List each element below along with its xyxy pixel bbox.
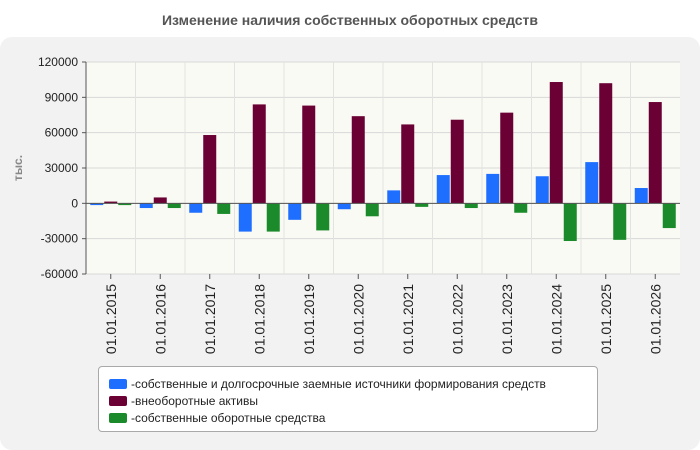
x-tick-label: 01.01.2018 xyxy=(251,284,267,354)
bar-2 xyxy=(648,102,662,204)
bar-3 xyxy=(613,203,627,240)
x-tick-label: 01.01.2025 xyxy=(598,284,614,354)
bar-3 xyxy=(514,203,528,213)
bar-1 xyxy=(337,203,351,210)
bar-2 xyxy=(203,135,217,204)
bar-2 xyxy=(153,197,167,204)
y-tick-label: -60000 xyxy=(41,267,79,281)
bar-1 xyxy=(387,190,401,204)
bar-1 xyxy=(90,203,104,206)
legend-item-working-capital: - собственные оборотные средства xyxy=(109,409,587,426)
bar-2 xyxy=(599,83,613,204)
legend-swatch-sources xyxy=(109,378,127,389)
bar-3 xyxy=(464,203,478,209)
x-tick-label: 01.01.2026 xyxy=(647,284,663,354)
bar-3 xyxy=(217,203,231,214)
bar-3 xyxy=(365,203,379,217)
y-axis-label: тыс. xyxy=(11,155,25,181)
x-tick-label: 01.01.2024 xyxy=(548,284,564,354)
bar-2 xyxy=(351,116,365,204)
x-tick-label: 01.01.2021 xyxy=(400,284,416,354)
bar-1 xyxy=(634,188,648,204)
legend-label-sources: собственные и долгосрочные заемные источ… xyxy=(135,376,546,391)
bar-2 xyxy=(104,201,118,204)
bar-3 xyxy=(266,203,280,232)
x-tick-label: 01.01.2022 xyxy=(449,284,465,354)
legend-label-working-capital: собственные оборотные средства xyxy=(135,410,326,425)
bar-2 xyxy=(401,124,415,204)
x-tick-label: 01.01.2017 xyxy=(202,284,218,354)
bar-1 xyxy=(288,203,302,220)
bar-1 xyxy=(486,173,500,204)
bar-1 xyxy=(139,203,153,209)
chart-title: Изменение наличия собственных оборотных … xyxy=(161,12,539,28)
bar-3 xyxy=(118,203,132,206)
bar-2 xyxy=(500,112,514,204)
bar-3 xyxy=(563,203,577,242)
legend-label-noncurrent-assets: внеоборотные активы xyxy=(135,393,258,408)
bar-1 xyxy=(535,176,549,204)
bar-3 xyxy=(167,203,181,209)
bar-1 xyxy=(436,175,450,204)
y-tick-label: 90000 xyxy=(45,90,79,104)
bar-3 xyxy=(316,203,330,231)
legend-item-noncurrent-assets: - внеоборотные активы xyxy=(109,392,587,409)
legend-item-sources: - собственные и долгосрочные заемные ист… xyxy=(109,375,587,392)
bar-1 xyxy=(585,162,599,204)
x-tick-label: 01.01.2015 xyxy=(103,284,119,354)
bar-2 xyxy=(252,104,266,204)
y-tick-label: 120000 xyxy=(38,55,78,69)
y-tick-label: 30000 xyxy=(45,161,79,175)
bar-2 xyxy=(450,119,464,204)
legend-swatch-working-capital xyxy=(109,412,127,423)
y-tick-label: 0 xyxy=(71,196,78,210)
x-tick-label: 01.01.2020 xyxy=(350,284,366,354)
chart-legend: - собственные и долгосрочные заемные ист… xyxy=(98,366,598,432)
x-tick-label: 01.01.2016 xyxy=(152,284,168,354)
y-tick-label: 60000 xyxy=(45,126,79,140)
bar-3 xyxy=(415,203,429,207)
bar-3 xyxy=(662,203,676,229)
legend-swatch-noncurrent-assets xyxy=(109,395,127,406)
y-tick-label: -30000 xyxy=(41,232,79,246)
bar-1 xyxy=(238,203,252,232)
bar-1 xyxy=(189,203,203,213)
x-tick-label: 01.01.2019 xyxy=(301,284,317,354)
x-tick-label: 01.01.2023 xyxy=(499,284,515,354)
bar-2 xyxy=(549,82,563,204)
bar-2 xyxy=(302,105,316,204)
